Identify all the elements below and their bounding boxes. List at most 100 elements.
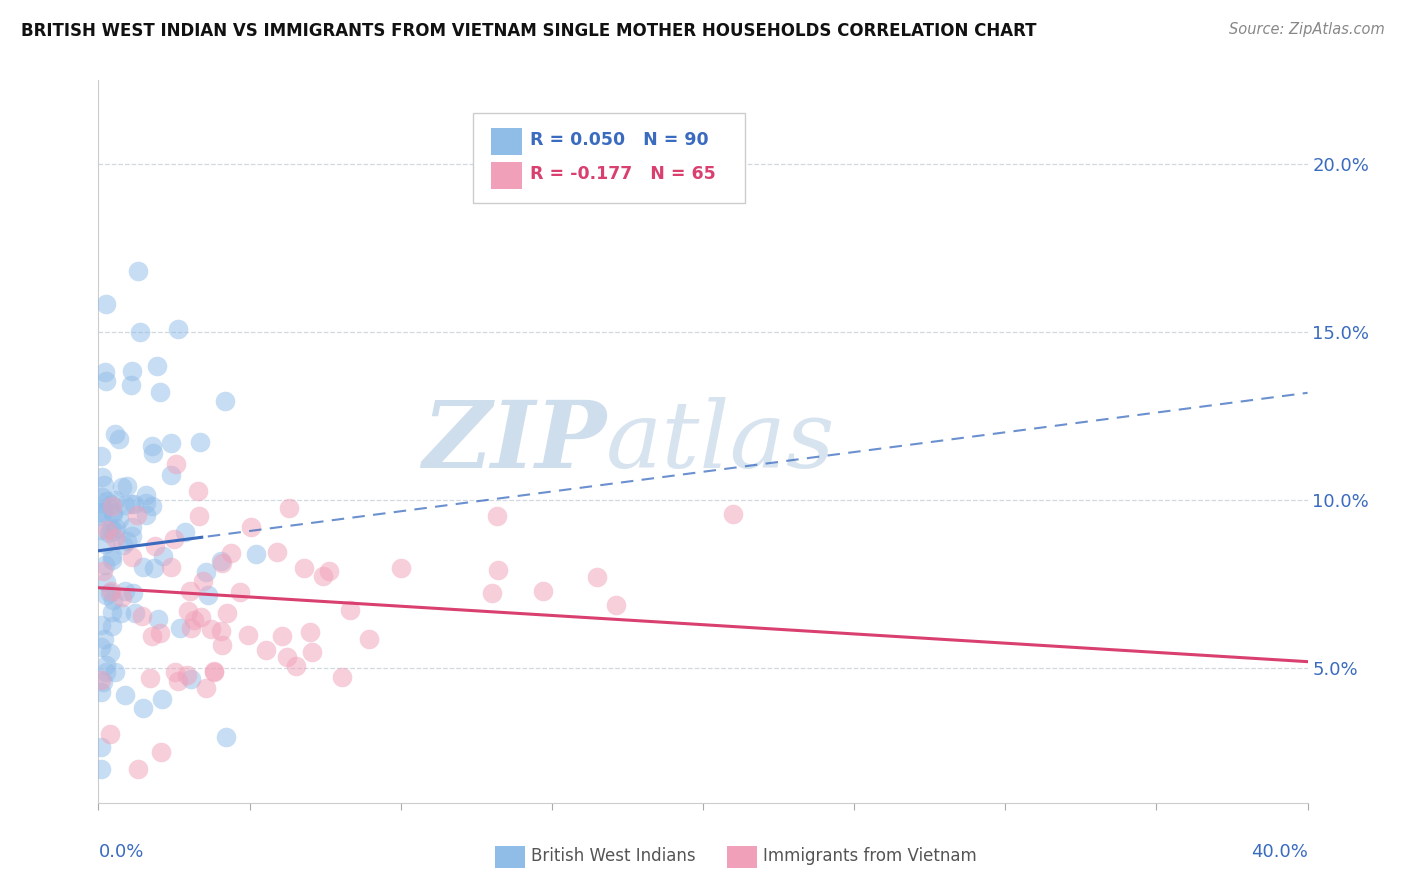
Point xyxy=(202,664,225,678)
Point xyxy=(486,508,509,523)
Point xyxy=(90,470,112,484)
Point xyxy=(167,674,190,689)
Point xyxy=(90,685,112,699)
Point xyxy=(174,524,197,539)
Point xyxy=(90,640,112,654)
Point xyxy=(312,569,335,583)
Point xyxy=(127,762,149,776)
Point xyxy=(148,612,170,626)
Point xyxy=(180,672,202,686)
Point xyxy=(114,498,136,512)
Point xyxy=(104,492,127,507)
Point xyxy=(318,564,340,578)
Point xyxy=(143,539,166,553)
Point xyxy=(115,533,138,548)
Point xyxy=(486,563,509,577)
Point xyxy=(104,427,127,442)
Point xyxy=(187,509,209,524)
Point xyxy=(166,322,188,336)
Point xyxy=(101,605,124,619)
Point xyxy=(96,297,118,311)
Point xyxy=(108,512,131,526)
Point xyxy=(152,692,174,706)
Point xyxy=(330,670,353,684)
Point xyxy=(125,508,148,523)
Text: Source: ZipAtlas.com: Source: ZipAtlas.com xyxy=(1229,22,1385,37)
Point xyxy=(90,762,112,776)
Point xyxy=(605,598,627,612)
Point xyxy=(100,522,122,536)
Point xyxy=(90,496,112,510)
Point xyxy=(211,556,233,570)
Point xyxy=(124,606,146,620)
Point xyxy=(200,622,222,636)
Point xyxy=(121,528,143,542)
Point xyxy=(111,590,134,604)
Point xyxy=(121,520,143,534)
Point xyxy=(114,584,136,599)
Point xyxy=(110,606,132,620)
Point xyxy=(141,629,163,643)
FancyBboxPatch shape xyxy=(727,847,758,868)
FancyBboxPatch shape xyxy=(495,847,526,868)
Point xyxy=(176,668,198,682)
FancyBboxPatch shape xyxy=(492,128,522,154)
Point xyxy=(115,479,138,493)
Point xyxy=(91,505,114,519)
Point xyxy=(179,583,201,598)
Point xyxy=(146,359,169,373)
Point xyxy=(266,545,288,559)
Text: Immigrants from Vietnam: Immigrants from Vietnam xyxy=(763,847,977,865)
Point xyxy=(285,658,308,673)
Point xyxy=(94,658,117,673)
Text: R = 0.050   N = 90: R = 0.050 N = 90 xyxy=(530,131,709,149)
Point xyxy=(245,547,267,561)
Text: British West Indians: British West Indians xyxy=(531,847,696,865)
Point xyxy=(278,501,301,516)
Point xyxy=(141,439,163,453)
Point xyxy=(127,263,149,277)
Point xyxy=(229,585,252,599)
Point xyxy=(105,520,128,534)
Point xyxy=(94,558,117,572)
Point xyxy=(183,613,205,627)
Point xyxy=(188,435,211,450)
Point xyxy=(159,559,181,574)
Point xyxy=(96,494,118,508)
Point xyxy=(101,505,124,519)
Point xyxy=(276,650,298,665)
Point xyxy=(121,378,143,392)
Point xyxy=(93,477,115,491)
FancyBboxPatch shape xyxy=(492,162,522,189)
Point xyxy=(114,688,136,702)
Point xyxy=(90,617,112,632)
Point xyxy=(195,565,218,579)
Point xyxy=(202,665,225,680)
Point xyxy=(94,374,117,388)
Point xyxy=(135,488,157,502)
Point xyxy=(91,564,114,578)
Text: BRITISH WEST INDIAN VS IMMIGRANTS FROM VIETNAM SINGLE MOTHER HOUSEHOLDS CORRELAT: BRITISH WEST INDIAN VS IMMIGRANTS FROM V… xyxy=(21,22,1036,40)
Point xyxy=(132,700,155,714)
Point xyxy=(339,603,361,617)
Point xyxy=(90,739,112,754)
Point xyxy=(121,364,143,378)
Point xyxy=(100,499,122,513)
Point xyxy=(169,621,191,635)
Point xyxy=(298,624,321,639)
Point xyxy=(163,532,186,546)
Point xyxy=(122,497,145,511)
Point xyxy=(236,628,259,642)
Point xyxy=(103,665,125,679)
Point xyxy=(121,550,143,565)
Point xyxy=(211,638,233,652)
Point xyxy=(94,589,117,603)
Point xyxy=(209,554,232,568)
Point xyxy=(90,449,112,463)
Point xyxy=(149,384,172,399)
Point xyxy=(141,445,163,459)
Point xyxy=(152,549,174,563)
Point xyxy=(160,435,183,450)
Point xyxy=(103,524,125,538)
Point xyxy=(143,561,166,575)
